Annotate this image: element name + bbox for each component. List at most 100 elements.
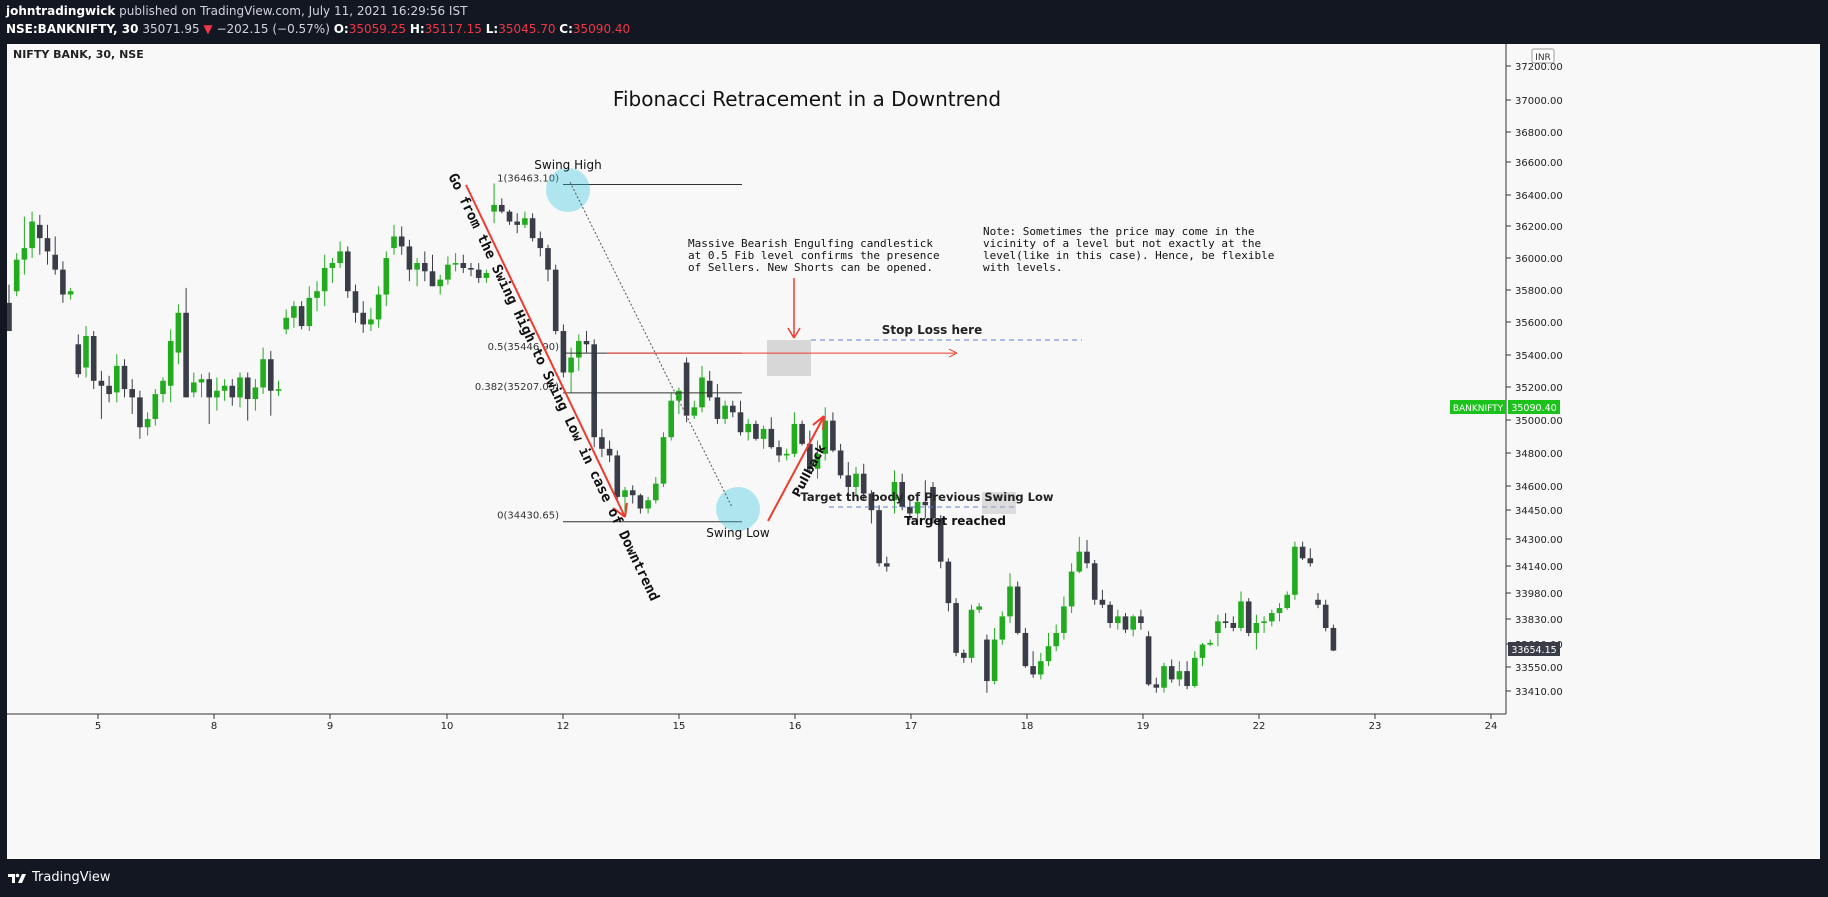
candle-body[interactable] (221, 385, 228, 391)
candle-body[interactable] (1115, 616, 1121, 623)
candle-body[interactable] (637, 495, 644, 509)
candle-body[interactable] (1076, 551, 1083, 572)
candle-body[interactable] (1292, 546, 1298, 595)
candle-body[interactable] (1068, 571, 1075, 607)
candle-body[interactable] (1299, 546, 1306, 559)
candle-body[interactable] (791, 423, 798, 454)
candle-body[interactable] (907, 506, 913, 514)
candle-body[interactable] (506, 211, 513, 222)
candle-body[interactable] (345, 251, 351, 292)
candle-body[interactable] (160, 380, 166, 395)
candle-body[interactable] (583, 340, 590, 345)
candle-body[interactable] (552, 269, 559, 332)
candle-body[interactable] (37, 224, 43, 239)
close-price-tag[interactable] (1508, 642, 1560, 656)
candle-body[interactable] (853, 473, 859, 487)
candle-body[interactable] (429, 271, 436, 287)
candle-body[interactable] (991, 639, 998, 682)
candle-body[interactable] (961, 652, 967, 658)
candle-body[interactable] (1022, 632, 1029, 667)
candle-body[interactable] (629, 490, 636, 496)
candle-body[interactable] (737, 412, 744, 433)
candle-body[interactable] (368, 319, 374, 325)
candle-body[interactable] (90, 336, 97, 381)
candle-body[interactable] (560, 331, 567, 373)
candle-body[interactable] (391, 236, 397, 249)
candle-body[interactable] (1091, 563, 1098, 600)
candle-body[interactable] (614, 455, 621, 497)
candle-body[interactable] (1107, 604, 1113, 623)
candle-body[interactable] (776, 447, 782, 456)
candle-body[interactable] (891, 481, 898, 501)
candle-body[interactable] (321, 267, 328, 292)
candle-body[interactable] (568, 357, 574, 373)
candle-body[interactable] (653, 483, 659, 501)
candle-body[interactable] (1045, 646, 1052, 662)
candle-body[interactable] (514, 221, 520, 225)
candle-body[interactable] (191, 382, 197, 393)
candle-body[interactable] (144, 418, 151, 428)
candle-body[interactable] (984, 639, 990, 682)
candle-body[interactable] (1307, 558, 1314, 564)
candle-body[interactable] (1084, 551, 1090, 564)
candle-body[interactable] (837, 450, 844, 476)
candle-body[interactable] (714, 397, 721, 419)
candle-body[interactable] (329, 263, 336, 268)
candle-body[interactable] (268, 359, 274, 391)
candle-body[interactable] (152, 394, 159, 419)
candle-body[interactable] (1030, 666, 1036, 675)
candle-body[interactable] (460, 263, 467, 268)
candle-body[interactable] (1253, 622, 1260, 633)
candle-body[interactable] (229, 385, 236, 398)
candle-body[interactable] (1315, 599, 1321, 605)
candle-body[interactable] (29, 221, 35, 249)
candle-body[interactable] (1261, 621, 1267, 623)
candle-body[interactable] (768, 428, 775, 448)
candle-body[interactable] (383, 258, 390, 295)
plot-background[interactable] (7, 44, 1506, 714)
candle-body[interactable] (252, 387, 259, 400)
candle-body[interactable] (260, 359, 266, 388)
candle-body[interactable] (845, 475, 852, 487)
candle-body[interactable] (337, 251, 343, 264)
candle-body[interactable] (529, 218, 536, 239)
candle-body[interactable] (876, 510, 882, 564)
candle-body[interactable] (468, 267, 474, 270)
candle-body[interactable] (406, 246, 413, 270)
candle-body[interactable] (1322, 604, 1329, 628)
candle-body[interactable] (483, 272, 490, 278)
candle-body[interactable] (244, 377, 251, 400)
candle-body[interactable] (98, 380, 105, 386)
candle-body[interactable] (945, 561, 952, 604)
candle-body[interactable] (683, 362, 690, 416)
candle-body[interactable] (291, 306, 297, 318)
candle-body[interactable] (660, 437, 667, 484)
candle-body[interactable] (1222, 621, 1229, 623)
candle-body[interactable] (976, 606, 982, 610)
candle-body[interactable] (452, 263, 459, 265)
candle-body[interactable] (1122, 616, 1129, 630)
currency-badge[interactable] (1531, 48, 1555, 64)
candle-body[interactable] (352, 291, 359, 313)
candle-body[interactable] (753, 423, 759, 439)
candle-body[interactable] (706, 380, 713, 398)
candle-body[interactable] (1276, 608, 1283, 614)
candle-body[interactable] (807, 443, 813, 469)
candle-body[interactable] (884, 563, 890, 567)
tradingview-logo[interactable]: TradingView (8, 870, 111, 885)
candle-body[interactable] (760, 428, 767, 439)
candle-body[interactable] (868, 493, 875, 511)
candle-body[interactable] (60, 269, 66, 295)
candle-body[interactable] (129, 389, 135, 398)
candle-body[interactable] (537, 238, 544, 249)
candle-body[interactable] (622, 490, 628, 497)
candle-body[interactable] (1238, 601, 1244, 628)
candle-body[interactable] (576, 340, 582, 358)
candle-body[interactable] (13, 259, 20, 292)
candle-body[interactable] (814, 453, 821, 469)
candle-body[interactable] (214, 390, 220, 398)
author-name[interactable]: johntradingwick (6, 4, 116, 18)
candle-body[interactable] (822, 420, 828, 454)
candle-body[interactable] (860, 473, 867, 494)
candle-body[interactable] (922, 501, 929, 506)
